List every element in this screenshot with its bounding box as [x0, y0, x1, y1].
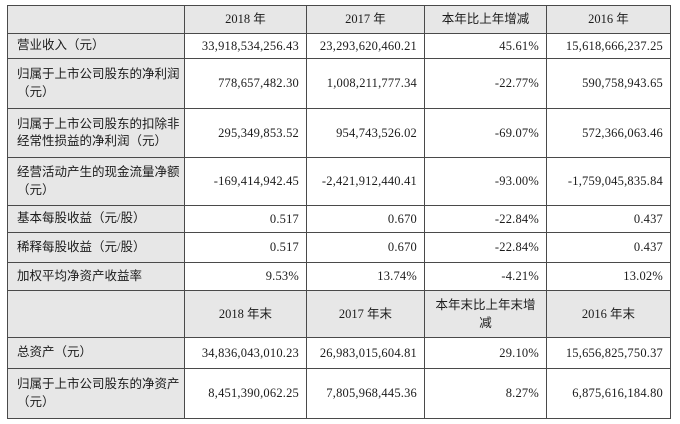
cell-2018-value: 0.517 — [184, 205, 307, 233]
cell-2017-value: 13.74% — [306, 262, 425, 291]
cell-change-value: 45.61% — [424, 33, 547, 59]
cell-2016-value: 6,875,616,184.80 — [546, 368, 671, 419]
cell-2017-value: 0.670 — [306, 205, 425, 233]
table-row-weighted-avg-roe: 加权平均净资产收益率 9.53% 13.74% -4.21% 13.02% — [7, 262, 671, 291]
cell-2017-value: 0.670 — [306, 232, 425, 263]
header-cell-2016-yearend: 2016 年末 — [546, 290, 671, 338]
cell-change-value: -69.07% — [424, 108, 547, 158]
table-row-basic-eps: 基本每股收益（元/股） 0.517 0.670 -22.84% 0.437 — [7, 205, 671, 233]
cell-2018-value: 295,349,853.52 — [184, 108, 307, 158]
cell-2016-value: 590,758,943.65 — [546, 58, 671, 109]
row-label: 经营活动产生的现金流量净额 （元） — [7, 157, 185, 206]
row-label: 归属于上市公司股东的净资产 （元） — [7, 368, 185, 419]
cell-change-value: -93.00% — [424, 157, 547, 206]
cell-change-value: -22.77% — [424, 58, 547, 109]
table-row-net-profit: 归属于上市公司股东的净利润 （元） 778,657,482.30 1,008,2… — [7, 58, 671, 109]
table-row-operating-cash-flow: 经营活动产生的现金流量净额 （元） -169,414,942.45 -2,421… — [7, 157, 671, 206]
cell-2018-value: 0.517 — [184, 232, 307, 263]
row-label: 稀释每股收益（元/股） — [7, 232, 185, 263]
table-header-row-yearend: 2018 年末 2017 年末 本年末比上年末增 减 2016 年末 — [7, 290, 671, 338]
cell-2016-value: 572,366,063.46 — [546, 108, 671, 158]
cell-2018-value: 34,836,043,010.23 — [184, 337, 307, 369]
header-cell-empty — [7, 290, 185, 338]
cell-2016-value: -1,759,045,835.84 — [546, 157, 671, 206]
cell-2017-value: 1,008,211,777.34 — [306, 58, 425, 109]
table-row-net-assets: 归属于上市公司股东的净资产 （元） 8,451,390,062.25 7,805… — [7, 368, 671, 419]
cell-change-value: 8.27% — [424, 368, 547, 419]
header-cell-2016: 2016 年 — [546, 5, 671, 34]
table-row-diluted-eps: 稀释每股收益（元/股） 0.517 0.670 -22.84% 0.437 — [7, 232, 671, 263]
row-label: 总资产（元） — [7, 337, 185, 369]
cell-2018-value: 9.53% — [184, 262, 307, 291]
table-row-net-profit-excl-nonrecurring: 归属于上市公司股东的扣除非 经常性损益的净利润（元） 295,349,853.5… — [7, 108, 671, 158]
row-label: 归属于上市公司股东的净利润 （元） — [7, 58, 185, 109]
cell-change-value: -22.84% — [424, 232, 547, 263]
cell-change-value: -22.84% — [424, 205, 547, 233]
cell-2016-value: 15,656,825,750.37 — [546, 337, 671, 369]
cell-2018-value: 778,657,482.30 — [184, 58, 307, 109]
header-cell-2017-yearend: 2017 年末 — [306, 290, 425, 338]
cell-change-value: -4.21% — [424, 262, 547, 291]
cell-2016-value: 0.437 — [546, 205, 671, 233]
cell-2018-value: -169,414,942.45 — [184, 157, 307, 206]
table-row-total-assets: 总资产（元） 34,836,043,010.23 26,983,015,604.… — [7, 337, 671, 369]
cell-2016-value: 13.02% — [546, 262, 671, 291]
row-label: 基本每股收益（元/股） — [7, 205, 185, 233]
header-cell-2018: 2018 年 — [184, 5, 307, 34]
cell-2016-value: 15,618,666,237.25 — [546, 33, 671, 59]
header-cell-yearend-change: 本年末比上年末增 减 — [424, 290, 547, 338]
cell-2017-value: 954,743,526.02 — [306, 108, 425, 158]
table-header-row-annual: 2018 年 2017 年 本年比上年增减 2016 年 — [7, 5, 671, 34]
header-cell-2018-yearend: 2018 年末 — [184, 290, 307, 338]
cell-2017-value: -2,421,912,440.41 — [306, 157, 425, 206]
cell-2017-value: 26,983,015,604.81 — [306, 337, 425, 369]
row-label: 加权平均净资产收益率 — [7, 262, 185, 291]
header-cell-yoy-change: 本年比上年增减 — [424, 5, 547, 34]
table-row-operating-revenue: 营业收入（元） 33,918,534,256.43 23,293,620,460… — [7, 33, 671, 59]
cell-change-value: 29.10% — [424, 337, 547, 369]
cell-2016-value: 0.437 — [546, 232, 671, 263]
financial-summary-table: 2018 年 2017 年 本年比上年增减 2016 年 营业收入（元） 33,… — [7, 5, 671, 419]
cell-2017-value: 7,805,968,445.36 — [306, 368, 425, 419]
header-cell-2017: 2017 年 — [306, 5, 425, 34]
row-label: 营业收入（元） — [7, 33, 185, 59]
cell-2018-value: 33,918,534,256.43 — [184, 33, 307, 59]
cell-2017-value: 23,293,620,460.21 — [306, 33, 425, 59]
row-label: 归属于上市公司股东的扣除非 经常性损益的净利润（元） — [7, 108, 185, 158]
cell-2018-value: 8,451,390,062.25 — [184, 368, 307, 419]
header-cell-empty — [7, 5, 185, 34]
